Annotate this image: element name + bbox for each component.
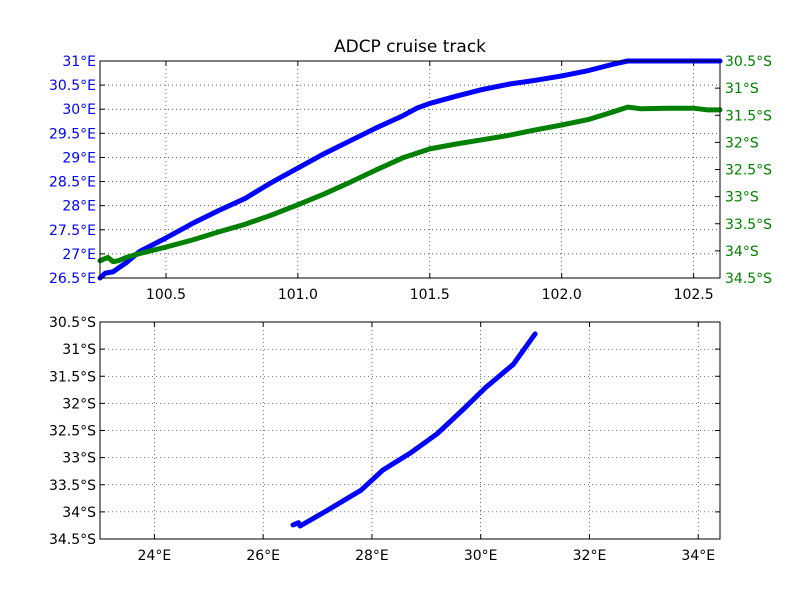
bottom-y-tick-label: 34.5°S	[49, 532, 96, 548]
top-plot: 100.5 101.0 101.5 102.0 102.5 26.5°E 27°E 27.5°…	[49, 54, 772, 303]
top-x-tick-label: 101.5	[410, 287, 450, 303]
bottom-x-tick-label: 30°E	[464, 548, 498, 564]
top-right-y-tick-label: 34°S	[725, 244, 759, 260]
top-series-line-longitude	[97, 58, 723, 281]
bottom-y-tick-label: 32°S	[62, 396, 96, 412]
bottom-x-tick-label: 32°E	[573, 548, 607, 564]
bottom-y-tick-label: 32.5°S	[49, 424, 96, 440]
top-x-tick-label: 101.0	[278, 287, 318, 303]
top-left-y-tick-label: 30°E	[62, 102, 96, 118]
top-right-y-tick-label: 34.5°S	[725, 271, 772, 287]
top-right-y-tick-label: 33°S	[725, 190, 759, 206]
bottom-y-tick-label: 31.5°S	[49, 369, 96, 385]
top-left-y-tick-label: 27°E	[62, 247, 96, 263]
top-x-tick-label: 100.5	[146, 287, 186, 303]
top-left-y-tick-label: 28°E	[62, 199, 96, 215]
top-left-y-tick-label: 26.5°E	[49, 271, 96, 287]
bottom-y-tick-label: 31°S	[62, 342, 96, 358]
bottom-x-tick-label: 34°E	[681, 548, 715, 564]
top-right-y-tick-label: 31.5°S	[725, 108, 772, 124]
top-left-y-tick-label: 31°E	[62, 54, 96, 70]
bottom-series-track-line	[290, 331, 538, 529]
bottom-y-tick-label: 33°S	[62, 451, 96, 467]
bottom-plot: 24°E 26°E 28°E 30°E 32°E 34°E 30.5°S 31°S 31.5°S…	[49, 315, 721, 564]
bottom-y-tick-label: 34°S	[62, 505, 96, 521]
chart-title: ADCP cruise track	[334, 37, 486, 57]
top-x-tick-label: 102.0	[542, 287, 582, 303]
bottom-x-tick-label: 26°E	[246, 548, 280, 564]
bottom-x-tick-label: 24°E	[138, 548, 172, 564]
bottom-y-tick-label: 30.5°S	[49, 315, 96, 331]
top-left-y-tick-label: 27.5°E	[49, 223, 96, 239]
top-left-y-tick-label: 30.5°E	[49, 78, 96, 94]
top-right-y-tick-label: 33.5°S	[725, 217, 772, 233]
top-x-tick-label: 102.5	[674, 287, 714, 303]
bottom-x-tick-label: 28°E	[355, 548, 389, 564]
top-series-line-latitude	[97, 104, 723, 265]
top-right-y-tick-label: 32°S	[725, 135, 759, 151]
top-right-y-tick-label: 31°S	[725, 81, 759, 97]
top-left-y-tick-label: 28.5°E	[49, 175, 96, 191]
top-right-y-tick-label: 30.5°S	[725, 54, 772, 70]
top-right-y-tick-label: 32.5°S	[725, 163, 772, 179]
top-left-y-tick-label: 29.5°E	[49, 126, 96, 142]
bottom-y-tick-label: 33.5°S	[49, 478, 96, 494]
top-left-y-tick-label: 29°E	[62, 150, 96, 166]
